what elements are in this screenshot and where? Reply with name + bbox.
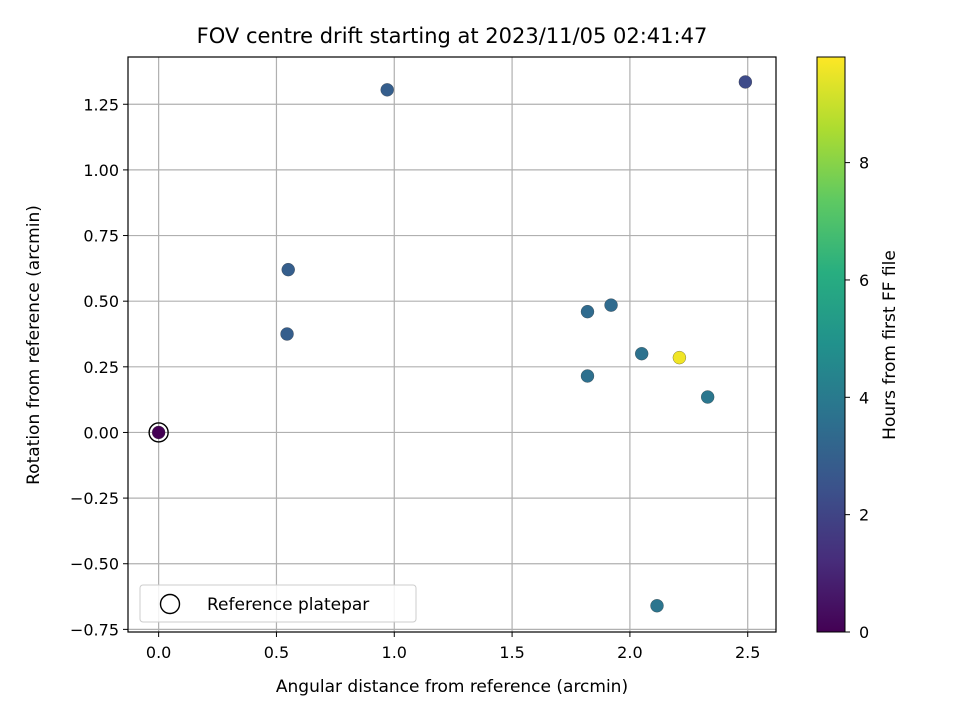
colorbar-gradient bbox=[816, 56, 846, 633]
data-point bbox=[580, 305, 595, 319]
x-tick-label: 0.5 bbox=[264, 643, 289, 662]
data-point bbox=[672, 350, 687, 365]
data-point bbox=[604, 298, 618, 312]
y-tick-label: 0.75 bbox=[83, 227, 119, 246]
y-tick-label: 0.00 bbox=[83, 423, 119, 442]
colorbar-tick-label: 2 bbox=[859, 506, 869, 525]
reference-marker bbox=[148, 422, 169, 443]
x-tick-label: 2.5 bbox=[735, 643, 760, 662]
colorbar-label: Hours from first FF file bbox=[880, 250, 900, 440]
data-point bbox=[580, 369, 595, 383]
legend-box bbox=[139, 584, 417, 623]
y-tick-label: 0.25 bbox=[83, 358, 119, 377]
y-tick-label: 1.00 bbox=[83, 161, 119, 180]
data-point bbox=[151, 425, 166, 440]
data-point bbox=[380, 83, 394, 97]
colorbar-ticks: 0 2 4 6 8 bbox=[845, 154, 869, 642]
legend-entry-label: Reference platepar bbox=[207, 595, 369, 615]
plot-frame bbox=[127, 56, 777, 633]
legend-marker-icon bbox=[159, 593, 181, 615]
data-points bbox=[148, 75, 753, 613]
colorbar-tick-label: 0 bbox=[859, 623, 869, 642]
y-axis-ticks: 1.25 1.00 0.75 0.50 0.25 0.00 −0.25 −0.50 −0.75 bbox=[70, 95, 128, 639]
legend: Reference platepar bbox=[139, 584, 417, 623]
y-axis-label: Rotation from reference (arcmin) bbox=[24, 205, 44, 485]
colorbar-tick-label: 8 bbox=[859, 154, 869, 173]
colorbar: 0 2 4 6 8 Hours from first FF file bbox=[816, 56, 900, 642]
x-tick-label: 0.0 bbox=[146, 643, 171, 662]
grid-lines bbox=[128, 57, 776, 632]
y-tick-label: 1.25 bbox=[83, 95, 119, 114]
x-axis-ticks: 0.0 0.5 1.0 1.5 2.0 2.5 bbox=[146, 632, 760, 662]
data-point bbox=[280, 327, 294, 341]
chart-title: FOV centre drift starting at 2023/11/05 … bbox=[197, 24, 708, 48]
data-point bbox=[650, 599, 664, 613]
x-tick-label: 1.5 bbox=[499, 643, 524, 662]
y-tick-label: 0.50 bbox=[83, 292, 119, 311]
data-point bbox=[701, 390, 715, 404]
data-point bbox=[281, 263, 295, 277]
x-tick-label: 1.0 bbox=[382, 643, 407, 662]
y-tick-label: −0.75 bbox=[70, 620, 119, 639]
x-axis-label: Angular distance from reference (arcmin) bbox=[276, 677, 628, 697]
colorbar-tick-label: 6 bbox=[859, 271, 869, 290]
data-point bbox=[738, 75, 753, 89]
data-point bbox=[635, 347, 649, 361]
colorbar-tick-label: 4 bbox=[859, 388, 869, 407]
x-tick-label: 2.0 bbox=[617, 643, 642, 662]
y-tick-label: −0.25 bbox=[70, 489, 119, 508]
y-tick-label: −0.50 bbox=[70, 555, 119, 574]
